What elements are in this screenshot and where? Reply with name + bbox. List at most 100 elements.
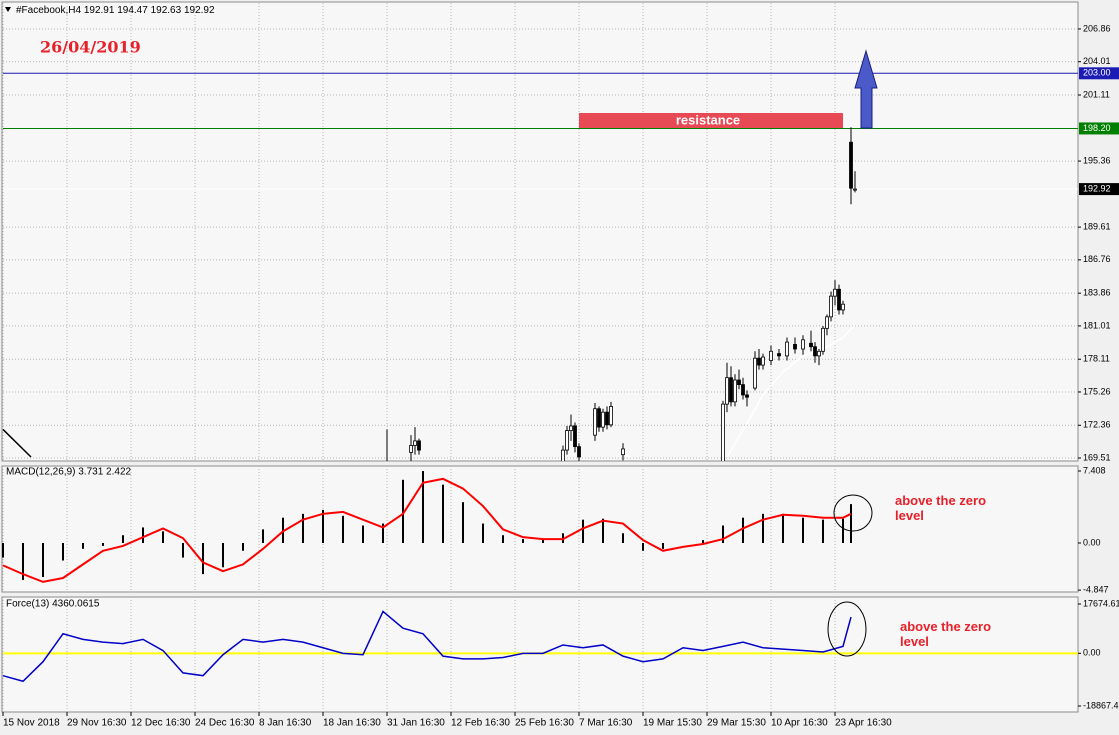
- candle-body: [605, 411, 609, 426]
- macd-bar: [42, 543, 44, 578]
- date-annotation: 26/04/2019: [40, 38, 141, 57]
- y-tick-label: -18867.4: [1083, 700, 1119, 710]
- macd-bar: [462, 502, 464, 543]
- macd-bar: [782, 513, 784, 543]
- macd-bar: [82, 543, 84, 549]
- x-tick-label: 31 Jan 16:30: [387, 718, 445, 729]
- x-tick-label: 23 Apr 16:30: [835, 718, 892, 729]
- candle-body: [833, 288, 837, 297]
- x-tick-label: 8 Jan 16:30: [259, 718, 312, 729]
- y-tick-label: 172.36: [1083, 420, 1111, 430]
- y-tick-label: 7.408: [1083, 465, 1106, 475]
- candle-body: [725, 377, 729, 405]
- candle-body: [609, 406, 613, 426]
- y-tick-label: 183.86: [1083, 288, 1111, 298]
- moving-average: [2, 428, 32, 458]
- macd-bar: [322, 509, 324, 543]
- x-tick-label: 24 Dec 16:30: [195, 718, 255, 729]
- macd-bar: [482, 523, 484, 543]
- macd-circle: [833, 494, 873, 532]
- y-tick-label: 175.26: [1083, 386, 1111, 396]
- y-tick-label: 206.86: [1083, 23, 1111, 33]
- macd-bar: [822, 519, 824, 543]
- macd-bar: [842, 518, 844, 543]
- macd-layer: [2, 466, 852, 592]
- y-tick-label: -4.847: [1083, 584, 1109, 594]
- x-tick-label: 7 Mar 16:30: [579, 718, 633, 729]
- macd-bar: [102, 543, 104, 546]
- x-tick-label: 18 Jan 16:30: [323, 718, 381, 729]
- candle-body: [577, 446, 581, 458]
- macd-note: above the zero level: [895, 493, 987, 523]
- candle-body: [841, 303, 845, 311]
- y-tick-label: 195.36: [1083, 155, 1111, 165]
- macd-bar: [542, 539, 544, 543]
- candle-body: [593, 408, 597, 436]
- candle-body: [785, 341, 789, 357]
- y-tick-label: 17674.61: [1083, 598, 1119, 608]
- macd-bar: [242, 543, 244, 551]
- candle-body: [621, 448, 625, 456]
- candle-body: [569, 425, 573, 431]
- macd-bar: [442, 484, 444, 543]
- y-tick-label: 186.76: [1083, 254, 1111, 264]
- x-tick-label: 25 Feb 16:30: [515, 718, 574, 729]
- y-tick-label: 178.11: [1083, 354, 1110, 364]
- candle-body: [769, 350, 773, 361]
- macd-bar: [802, 517, 804, 543]
- macd-bar: [182, 543, 184, 558]
- macd-bar: [662, 543, 664, 549]
- macd-bar: [850, 504, 852, 543]
- candle-body: [813, 346, 817, 357]
- macd-bar: [502, 535, 504, 543]
- menu-arrow[interactable]: [5, 7, 11, 12]
- macd-signal: [2, 477, 852, 583]
- y-tick-label: 169.51: [1083, 452, 1111, 462]
- candle-body: [745, 394, 749, 398]
- macd-bar: [422, 471, 424, 543]
- candle-body: [817, 350, 821, 357]
- candle-body: [825, 316, 829, 329]
- macd-bar: [622, 533, 624, 543]
- macd-bar: [122, 535, 124, 543]
- symbol: #Facebook,H4 192.91 194.47 192.63 192.92: [16, 5, 215, 16]
- candle-body: [721, 403, 725, 461]
- candle-body: [561, 449, 565, 461]
- macd-bar: [22, 543, 24, 580]
- macd-bar: [402, 479, 404, 543]
- candle-body: [417, 440, 421, 451]
- candle-body: [821, 327, 825, 352]
- price-level-box: [1079, 67, 1119, 80]
- macd-bar: [62, 543, 64, 561]
- macd-bar: [642, 543, 644, 551]
- x-tick-label: 19 Mar 15:30: [643, 718, 702, 729]
- axis-layer: 15 Nov 2018 29 Nov 16:30 12 Dec 16:30 24 De…: [2, 23, 1119, 729]
- candle-body: [757, 357, 761, 366]
- force-panel: [1, 596, 1079, 713]
- candle-body: [565, 430, 569, 451]
- force-circle: [827, 601, 867, 657]
- candle-body: [837, 288, 841, 311]
- macd-bar: [762, 513, 764, 543]
- force-label: Force(13) 4360.0615: [6, 599, 100, 610]
- candle-body: [741, 384, 745, 396]
- x-tick-label: 15 Nov 2018: [3, 718, 60, 729]
- candle-body: [413, 440, 417, 446]
- candle-body: [573, 425, 577, 448]
- candle-body: [729, 377, 733, 403]
- macd-bar: [262, 529, 264, 543]
- macd-bar: [522, 539, 524, 543]
- resistance-label: resistance: [676, 112, 740, 127]
- macd-bar: [142, 527, 144, 543]
- macd-bar: [702, 540, 704, 543]
- force-line: [2, 610, 852, 683]
- y-tick-label: 181.01: [1083, 320, 1111, 330]
- candle-body: [597, 408, 601, 428]
- candle-body: [809, 342, 813, 348]
- x-tick-label: 12 Feb 16:30: [451, 718, 510, 729]
- macd-label: MACD(12,26,9) 3.731 2.422: [6, 467, 132, 478]
- force-layer: [2, 597, 1078, 712]
